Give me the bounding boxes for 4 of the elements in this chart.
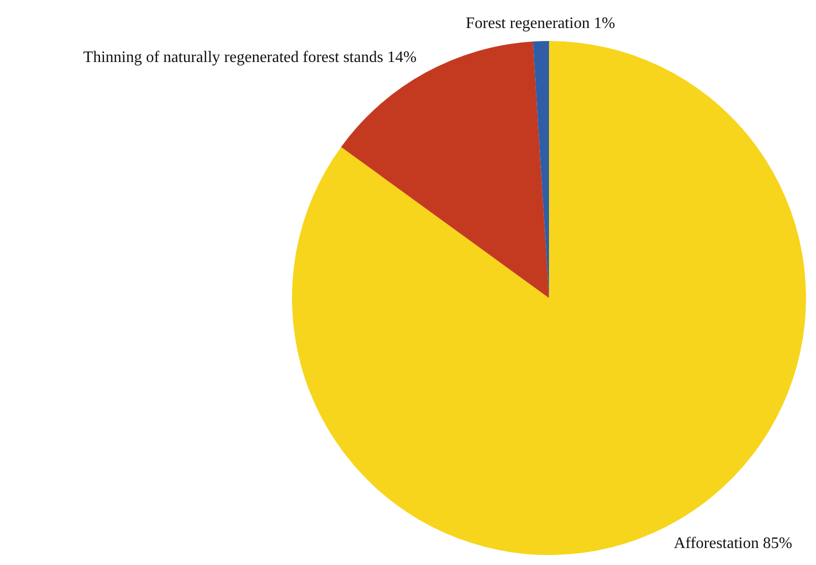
slice-label: Afforestation 85% <box>674 535 792 552</box>
slice-label: Thinning of naturally regenerated forest stands 14% <box>83 49 417 66</box>
slice-label: Forest regeneration 1% <box>466 15 616 32</box>
pie-slice <box>341 42 549 298</box>
